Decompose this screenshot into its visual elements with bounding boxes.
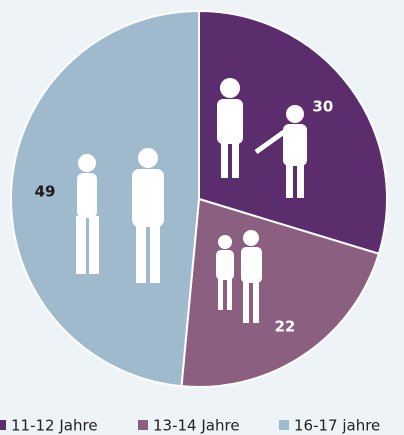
silhouettes — [76, 78, 307, 323]
value-label: 49 — [35, 182, 56, 200]
legend-label: 11-12 Jahre — [11, 417, 98, 435]
legend-swatch — [138, 420, 148, 430]
legend-swatch — [279, 420, 289, 430]
pie — [10, 9, 388, 388]
value-label: 30 — [312, 98, 333, 116]
pie-slice — [10, 9, 200, 388]
value-labels: 30 22 49 — [35, 98, 334, 336]
legend-swatch — [0, 420, 6, 430]
legend-label: 16-17 jahre — [294, 417, 380, 435]
value-label: 22 — [274, 318, 295, 336]
pie-slice — [180, 197, 381, 388]
legend-label: 13-14 Jahre — [153, 417, 240, 435]
legend: 11-12 Jahre 13-14 Jahre 16-17 jahre — [0, 417, 380, 435]
